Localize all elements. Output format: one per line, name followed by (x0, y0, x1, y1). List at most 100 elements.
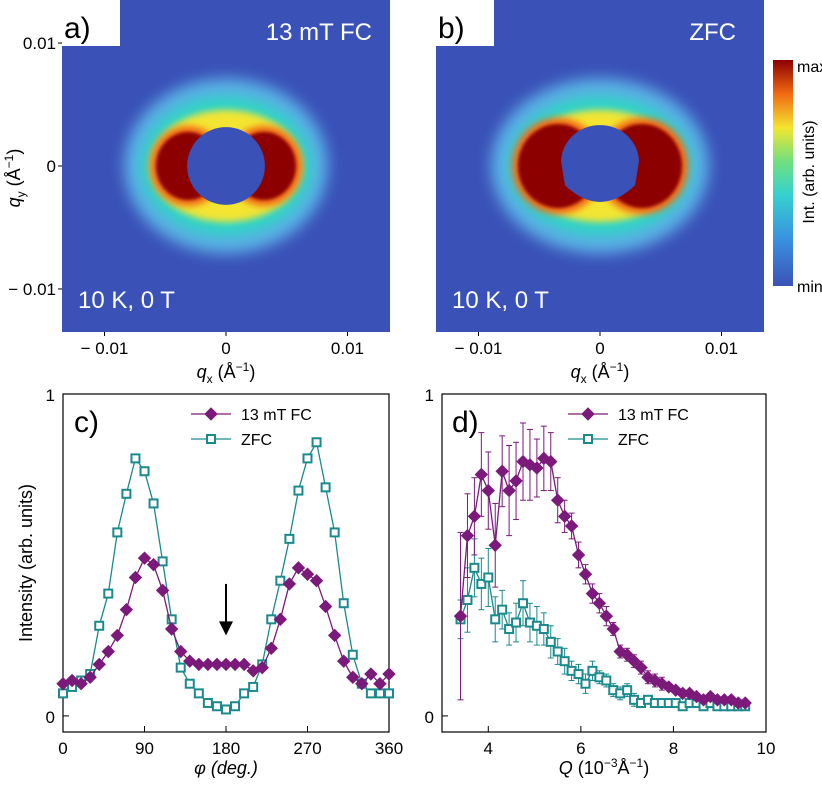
data-point (74, 677, 88, 691)
data-point (228, 657, 242, 672)
axis-ticks-b: − 0.01 0 0.01 (455, 332, 738, 358)
data-point (121, 488, 132, 499)
x-tick-label: 0 (221, 339, 230, 358)
colorbar: max min Int. (arb. units) (773, 59, 822, 296)
plot-frame-c (62, 393, 390, 733)
data-point (382, 667, 396, 681)
y-tick-label: 0 (47, 157, 56, 176)
data-point (210, 657, 224, 672)
data-point (164, 622, 179, 636)
legend-label: 13 mT FC (241, 407, 312, 424)
x-axis-label-d: Q (10−3Å−1) (559, 756, 649, 778)
data-point (174, 644, 188, 659)
data-point (273, 612, 288, 627)
data-point (338, 598, 349, 609)
axis-ticks-a: − 0.01 0 0.01 0.01 0 − 0.01 (8, 34, 364, 358)
series-zfc (58, 437, 394, 715)
data-point (587, 665, 598, 676)
data-point (230, 701, 241, 712)
beamstop-mask (561, 125, 639, 202)
panel-label-b: b) (438, 12, 465, 45)
heatmap-a (62, 0, 390, 332)
x-tick-label: 10 (757, 739, 776, 758)
data-point (571, 548, 586, 562)
data-point (481, 483, 495, 498)
data-point (347, 649, 358, 660)
legend-label: ZFC (241, 432, 272, 449)
data-point (620, 648, 634, 662)
data-point (564, 519, 579, 533)
data-point (490, 614, 501, 625)
data-point (201, 657, 215, 672)
colorbar-gradient (773, 60, 793, 286)
map-condition-a: 10 K, 0 T (78, 287, 175, 314)
panel-b: b) ZFC 10 K, 0 T − 0.01 0 0.01 qx (Å−1) (436, 0, 764, 386)
legend: 13 mT FC ZFC (191, 407, 312, 449)
data-point (545, 636, 556, 647)
data-point (467, 509, 482, 524)
panel-label-a: a) (64, 12, 91, 45)
data-point (337, 654, 351, 668)
data-point (112, 527, 123, 538)
data-point (103, 588, 114, 599)
data-point (237, 657, 251, 672)
data-point (192, 657, 206, 672)
legend-marker (583, 434, 593, 444)
data-point (544, 454, 558, 469)
data-point (309, 573, 324, 588)
data-point (128, 570, 143, 585)
map-condition-b: 10 K, 0 T (452, 287, 549, 314)
legend-label: ZFC (618, 432, 649, 449)
data-point (495, 464, 509, 478)
panel-d: d) 4 6 8 10 0 1 13 mT FC ZFC Q (10−3Å−1) (425, 386, 776, 778)
map-title-a: 13 mT FC (266, 19, 372, 46)
data-point (300, 567, 315, 581)
data-point (364, 667, 378, 681)
legend-marker (204, 407, 218, 421)
legend-marker (206, 434, 216, 444)
y-axis-label-c: Intensity (arb. units) (16, 484, 36, 642)
x-tick-label: − 0.01 (81, 339, 129, 358)
data-point (530, 461, 544, 475)
data-point (101, 644, 115, 659)
data-point (483, 572, 494, 583)
legend-marker (581, 407, 595, 421)
data-point (469, 562, 480, 573)
y-tick-label: 1 (46, 386, 55, 405)
data-point (58, 688, 68, 699)
legend-label: 13 mT FC (618, 407, 689, 424)
data-point (504, 623, 515, 634)
data-point (578, 567, 593, 581)
data-point (613, 644, 627, 659)
arrow-head (219, 621, 233, 636)
data-point (518, 598, 528, 609)
series-line (459, 457, 746, 704)
x-tick-label: 0.01 (705, 339, 738, 358)
data-point (184, 678, 195, 689)
y-tick-label: 0 (46, 708, 55, 727)
data-point (275, 575, 286, 586)
data-point (373, 677, 387, 691)
data-point (592, 596, 607, 610)
beamstop-mask (187, 127, 265, 205)
data-point (146, 557, 161, 572)
data-point (83, 670, 97, 684)
heatmap-b (436, 0, 764, 332)
x-tick-label: 6 (576, 739, 585, 758)
x-axis-label-b: qx (Å−1) (571, 360, 630, 386)
x-tick-label: 0 (595, 339, 604, 358)
x-tick-label: 8 (669, 739, 678, 758)
data-point (302, 453, 313, 464)
data-point (599, 609, 614, 623)
data-point (202, 698, 213, 709)
data-point (538, 623, 549, 634)
data-point (453, 609, 468, 623)
panel-c: c) 0 90 180 270 360 0 1 13 mT FC ZFC φ (deg.) In… (16, 386, 403, 778)
data-point (460, 528, 475, 543)
data-point (318, 599, 333, 614)
data-point (139, 466, 150, 477)
data-point (374, 688, 385, 699)
x-axis-label-c: φ (deg.) (194, 758, 258, 778)
data-point (327, 628, 342, 643)
